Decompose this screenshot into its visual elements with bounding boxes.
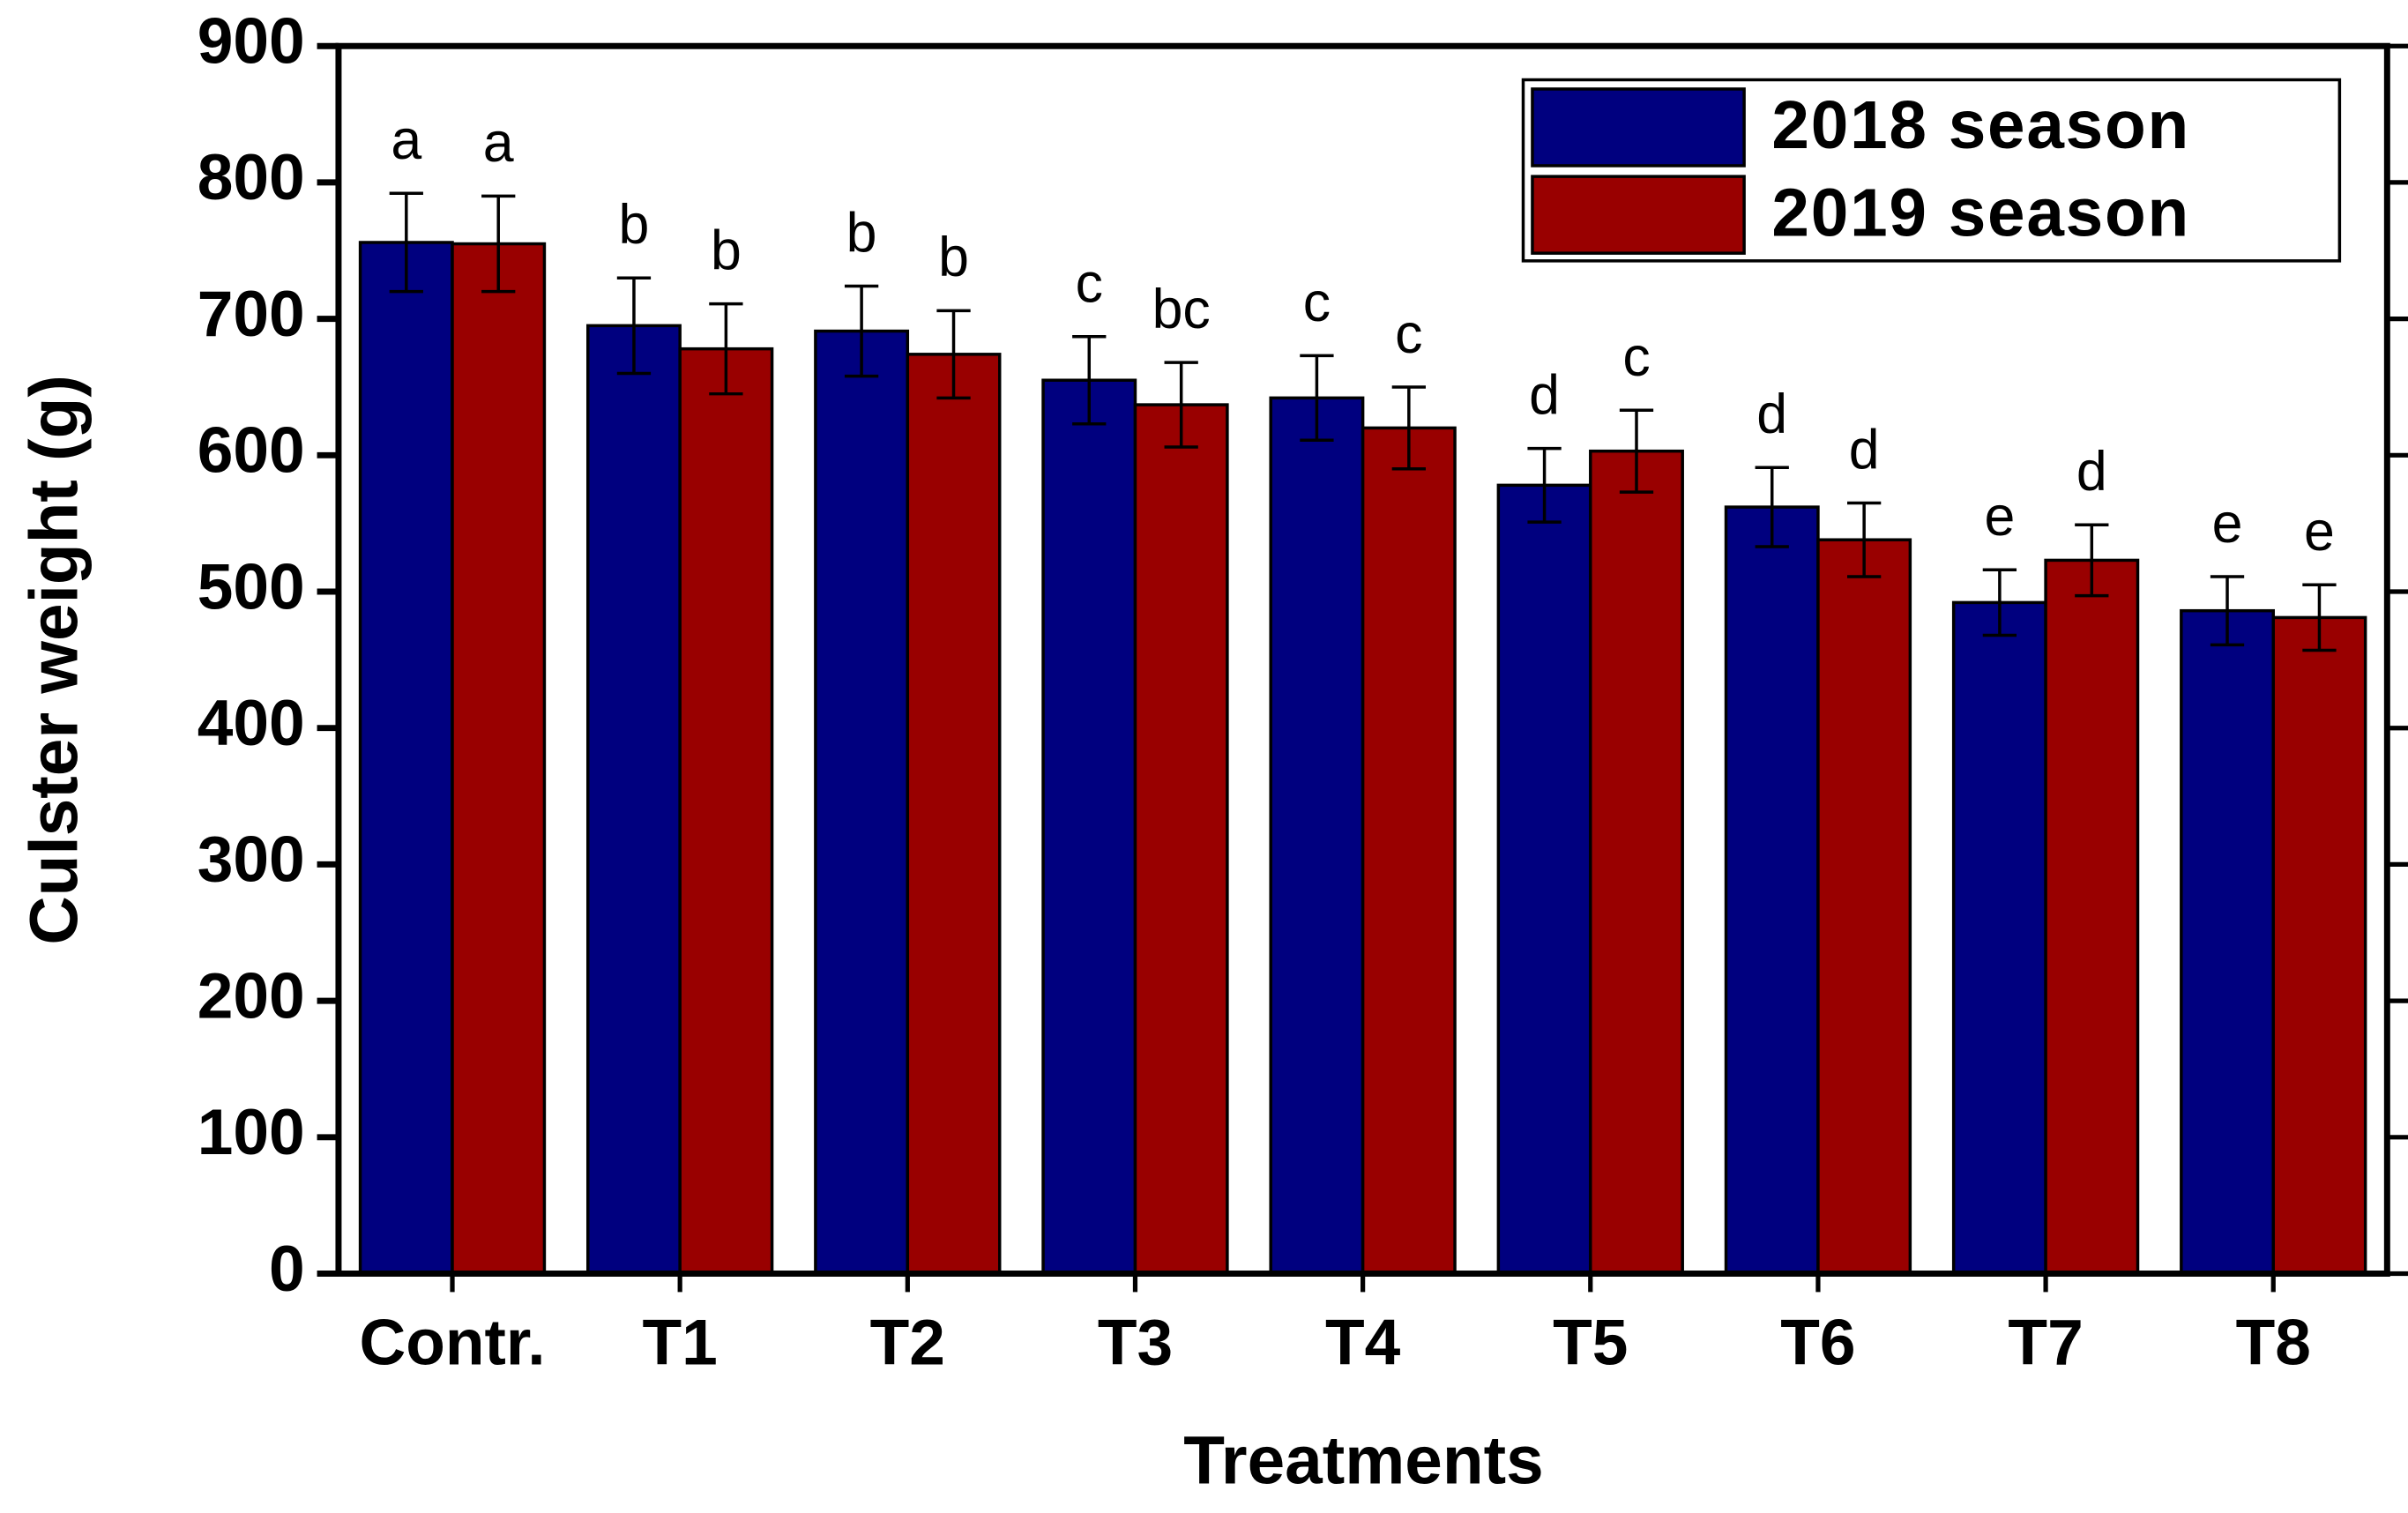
- bar: [451, 242, 547, 1276]
- bar: [1133, 403, 1229, 1276]
- y-tick-label: 500: [198, 551, 305, 622]
- x-tick-label: T7: [2008, 1307, 2083, 1378]
- significance-letter: a: [391, 109, 421, 171]
- bar: [1041, 378, 1137, 1276]
- x-axis-title: Treatments: [1183, 1423, 1543, 1498]
- x-tick-label: Contr.: [359, 1307, 545, 1378]
- y-tick-label: 900: [198, 6, 305, 78]
- bar: [2180, 608, 2275, 1276]
- x-tick-label: T2: [870, 1307, 945, 1378]
- x-tick-label: T1: [643, 1307, 718, 1378]
- bar: [2271, 615, 2367, 1276]
- bar: [678, 347, 774, 1276]
- y-tick-label: 100: [198, 1097, 305, 1168]
- y-tick-label: 700: [198, 279, 305, 350]
- legend-label: 2018 season: [1771, 88, 2190, 163]
- significance-letter: c: [1395, 303, 1422, 365]
- x-tick-label: T3: [1098, 1307, 1173, 1378]
- significance-letter: e: [1984, 486, 2015, 548]
- significance-letter: bc: [1152, 279, 1211, 340]
- significance-letter: e: [2212, 493, 2243, 555]
- legend-swatch: [1531, 175, 1746, 255]
- significance-letter: e: [2304, 501, 2335, 563]
- bar: [586, 324, 682, 1276]
- significance-letter: a: [483, 112, 514, 174]
- bar: [1496, 483, 1592, 1276]
- x-tick-label: T8: [2236, 1307, 2311, 1378]
- y-tick-label: 600: [198, 415, 305, 487]
- y-tick-label: 800: [198, 142, 305, 213]
- significance-letter: b: [846, 202, 877, 264]
- significance-letter: c: [1622, 326, 1650, 388]
- bar: [1951, 600, 2047, 1276]
- bar: [1816, 538, 1912, 1276]
- bar: [1589, 449, 1684, 1276]
- y-tick-label: 0: [269, 1234, 305, 1305]
- significance-letter: b: [619, 194, 650, 256]
- bar: [906, 353, 1002, 1276]
- significance-letter: c: [1076, 253, 1103, 315]
- significance-letter: d: [1529, 364, 1560, 426]
- bar: [1361, 426, 1457, 1276]
- legend-label: 2019 season: [1771, 175, 2190, 250]
- bar: [814, 329, 910, 1276]
- x-tick-label: T6: [1780, 1307, 1855, 1378]
- significance-letter: b: [938, 227, 969, 288]
- legend-swatch: [1531, 87, 1746, 168]
- x-tick-label: T5: [1553, 1307, 1628, 1378]
- y-tick-label: 200: [198, 960, 305, 1032]
- significance-letter: d: [1849, 419, 1880, 481]
- bar: [1269, 396, 1365, 1276]
- x-tick-label: T4: [1325, 1307, 1401, 1378]
- bar: [1724, 505, 1820, 1276]
- significance-letter: d: [1756, 384, 1787, 445]
- y-tick-label: 400: [198, 688, 305, 759]
- significance-letter: b: [711, 220, 742, 281]
- bar: [2044, 558, 2140, 1276]
- y-axis-title: Culster weight (g): [17, 375, 92, 945]
- bar: [358, 241, 454, 1276]
- significance-letter: d: [2076, 441, 2107, 503]
- y-tick-label: 300: [198, 824, 305, 896]
- significance-letter: c: [1303, 272, 1331, 333]
